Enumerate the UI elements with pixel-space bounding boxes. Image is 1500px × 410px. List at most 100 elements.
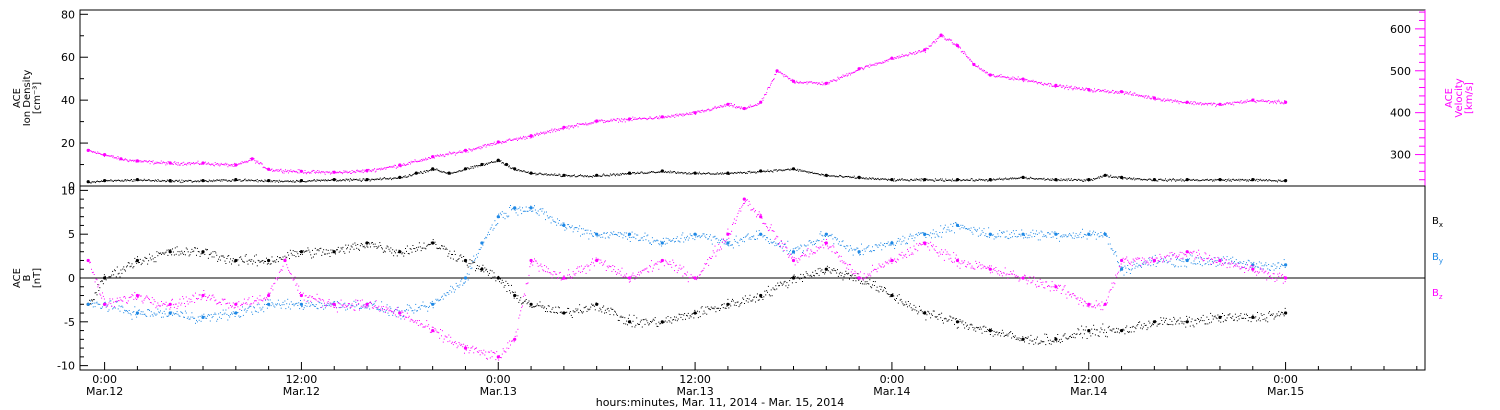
bx-series-sample — [160, 252, 161, 254]
velocity-series-sample — [1186, 102, 1188, 103]
velocity-series-sample — [403, 163, 405, 165]
density-series-sample — [226, 180, 228, 182]
bx-series-sample — [281, 259, 283, 260]
bx-series-sample — [1062, 335, 1064, 337]
density-series-sample — [562, 176, 563, 177]
velocity-series-sample — [710, 109, 712, 111]
bx-series-sample — [279, 257, 281, 259]
density-series-sample — [349, 178, 351, 180]
bx-series-sample — [106, 277, 108, 279]
density-series-sample — [771, 171, 773, 172]
velocity-series-sample — [844, 75, 845, 77]
velocity-series-sample — [392, 166, 393, 168]
density-series-sample — [481, 165, 483, 166]
velocity-series-sample — [495, 143, 497, 145]
velocity-series-sample — [541, 132, 542, 134]
bx-series-sample — [1037, 343, 1039, 345]
density-series-sample — [1077, 178, 1079, 180]
density-series-sample — [450, 173, 451, 175]
bx-series-sample — [578, 312, 580, 314]
by-series-point — [529, 206, 533, 210]
density-series-sample — [931, 179, 933, 181]
velocity-series-sample — [829, 82, 831, 84]
density-series-sample — [355, 178, 357, 180]
bx-series-sample — [241, 258, 243, 260]
velocity-series-sample — [220, 162, 222, 164]
density-series-sample — [1134, 179, 1136, 181]
velocity-series-sample — [196, 162, 198, 164]
velocity-series-sample — [968, 57, 970, 59]
density-series-sample — [454, 171, 456, 173]
bx-series-sample — [915, 306, 917, 308]
bx-series-sample — [753, 296, 755, 298]
density-series-sample — [643, 173, 645, 175]
bx-series-sample — [833, 268, 835, 270]
velocity-series-sample — [336, 171, 338, 173]
bx-series-sample — [335, 253, 336, 255]
density-series-sample — [476, 165, 478, 166]
bx-series-sample — [636, 317, 638, 319]
bx-series-sample — [470, 263, 472, 265]
bx-series-sample — [632, 320, 634, 322]
bx-series-sample — [603, 305, 605, 307]
density-series-sample — [457, 171, 459, 173]
bx-series-sample — [762, 299, 764, 300]
bx-series-sample — [647, 322, 649, 324]
bx-series-sample — [1061, 341, 1063, 342]
by-series-sample — [407, 309, 409, 311]
bx-series-sample — [621, 316, 623, 318]
velocity-series-sample — [279, 169, 281, 171]
bx-series-sample — [1232, 315, 1234, 317]
bx-series-sample — [400, 251, 402, 253]
bx-series-sample — [924, 310, 926, 312]
bx-series-sample — [482, 264, 484, 266]
bx-series-sample — [557, 306, 559, 308]
density-series-sample — [442, 171, 444, 173]
density-series-sample — [873, 178, 875, 180]
bx-series-sample — [1276, 313, 1278, 315]
velocity-series-sample — [1189, 103, 1190, 105]
density-series-sample — [418, 172, 420, 174]
by-series-sample — [246, 310, 248, 312]
density-series-sample — [614, 174, 616, 176]
velocity-series-sample — [312, 170, 313, 172]
by-series-sample — [171, 311, 173, 313]
density-series-sample — [150, 180, 152, 182]
density-series-sample — [310, 180, 312, 182]
by-series-sample — [452, 288, 454, 290]
velocity-series-sample — [1150, 98, 1152, 100]
velocity-series-sample — [253, 158, 255, 160]
bx-series-sample — [931, 314, 933, 316]
velocity-series-sample — [380, 169, 382, 171]
velocity-series-sample — [596, 120, 598, 121]
velocity-series-sample — [1016, 78, 1018, 80]
velocity-series-sample — [1281, 101, 1283, 103]
velocity-series-sample — [773, 78, 775, 80]
velocity-series-sample — [1019, 79, 1021, 80]
density-series-sample — [111, 180, 113, 182]
velocity-series-sample — [592, 122, 594, 124]
velocity-series-sample — [908, 53, 910, 55]
density-series-sample — [627, 173, 628, 174]
velocity-series-sample — [207, 163, 209, 165]
by-series-sample — [90, 300, 91, 302]
velocity-series-sample — [198, 163, 200, 165]
velocity-series-sample — [344, 170, 346, 172]
velocity-series-sample — [1092, 91, 1094, 93]
velocity-series-sample — [915, 51, 917, 53]
bx-series-sample — [219, 259, 221, 261]
velocity-series-sample — [113, 157, 115, 159]
bx-series-sample — [230, 258, 231, 260]
bx-series-sample — [941, 312, 943, 314]
bx-series-sample — [1164, 321, 1165, 323]
bx-series-point — [135, 258, 139, 263]
bx-series-sample — [876, 286, 878, 288]
bx-series-sample — [1055, 337, 1057, 339]
density-series-sample — [937, 179, 939, 181]
bx-series-sample — [1021, 339, 1023, 341]
velocity-series-sample — [714, 105, 716, 107]
velocity-series-sample — [569, 125, 571, 127]
velocity-series-sample — [524, 138, 526, 140]
density-series-sample — [1022, 177, 1024, 179]
velocity-series-sample — [1112, 89, 1113, 91]
